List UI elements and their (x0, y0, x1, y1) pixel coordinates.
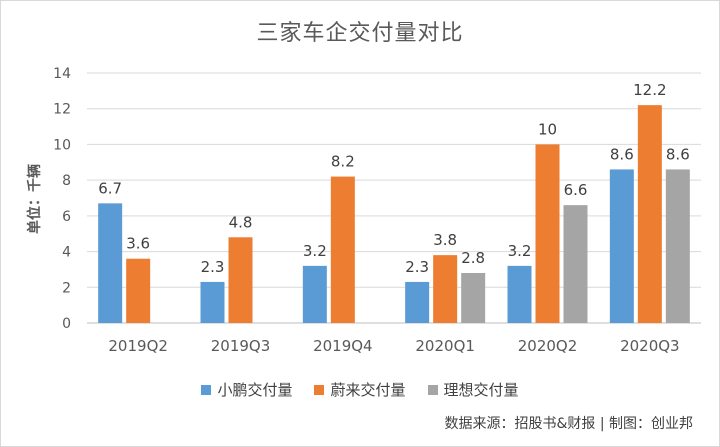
y-tick-label: 12 (53, 102, 71, 118)
bar-xpeng-2020Q3 (609, 169, 634, 323)
x-axis-ticks: 2019Q2 2019Q3 2019Q4 2020Q1 2020Q2 2020Q3 (108, 337, 679, 355)
y-tick-label: 6 (62, 209, 71, 225)
legend-item-xpeng: 小鹏交付量 (201, 379, 292, 400)
legend-label-li: 理想交付量 (443, 381, 519, 399)
y-tick-label: 4 (62, 245, 71, 261)
legend-swatch-xpeng (201, 384, 212, 395)
bar-xpeng-2020Q1 (405, 281, 430, 323)
legend-item-li: 理想交付量 (427, 379, 519, 400)
bar-nio-2020Q1 (433, 255, 458, 323)
data-label-xpeng-2020Q1: 2.3 (405, 258, 429, 276)
bar-xpeng-2019Q3 (200, 281, 225, 323)
legend-label-nio: 蔚来交付量 (330, 381, 406, 399)
x-tick-label: 2019Q2 (108, 337, 168, 355)
y-tick-label: 8 (62, 173, 71, 189)
data-label-li-2020Q2: 6.6 (564, 181, 588, 199)
bar-li-2020Q1 (461, 273, 486, 323)
x-tick-label: 2020Q3 (620, 337, 680, 355)
bar-nio-2020Q3 (637, 105, 662, 324)
data-label-xpeng-2019Q2: 6.7 (98, 179, 122, 197)
legend-label-xpeng: 小鹏交付量 (217, 381, 293, 399)
y-tick-label: 10 (53, 137, 71, 153)
legend-item-nio: 蔚来交付量 (314, 379, 406, 400)
bar-xpeng-2019Q4 (302, 265, 327, 323)
data-label-li-2020Q1: 2.8 (461, 249, 485, 267)
bars (98, 105, 690, 324)
legend-swatch-li (427, 384, 438, 395)
data-label-nio-2019Q4: 8.2 (331, 153, 355, 171)
bar-li-2020Q2 (563, 205, 588, 323)
chart-title: 三家车企交付量对比 (256, 21, 464, 46)
source-note: 数据来源：招股书&财报 | 制图：创业邦 (444, 416, 693, 432)
bar-xpeng-2019Q2 (98, 203, 123, 323)
bar-nio-2019Q2 (126, 258, 151, 323)
gridlines (87, 72, 701, 324)
data-label-nio-2020Q2: 10 (538, 120, 557, 138)
data-label-nio-2020Q1: 3.8 (433, 231, 457, 249)
data-label-xpeng-2020Q2: 3.2 (508, 242, 532, 260)
y-tick-label: 14 (53, 66, 71, 82)
data-label-xpeng-2019Q4: 3.2 (303, 242, 327, 260)
y-tick-label: 0 (62, 316, 71, 332)
data-label-xpeng-2020Q3: 8.6 (610, 145, 634, 163)
y-axis-label: 单位：千辆 (26, 164, 43, 234)
y-tick-label: 2 (62, 280, 71, 296)
bar-nio-2019Q4 (330, 176, 355, 323)
data-label-xpeng-2019Q3: 2.3 (201, 258, 225, 276)
x-tick-label: 2019Q3 (211, 337, 271, 355)
legend-swatch-nio (314, 384, 325, 395)
x-tick-label: 2020Q2 (518, 337, 578, 355)
bar-li-2020Q3 (665, 169, 690, 323)
data-labels: 6.73.62.34.83.28.22.33.82.8 3.2106.68.612… (98, 81, 690, 276)
x-tick-label: 2019Q4 (313, 337, 373, 355)
data-label-nio-2020Q3: 12.2 (633, 81, 666, 99)
data-label-nio-2019Q2: 3.6 (126, 235, 150, 253)
bar-nio-2019Q3 (228, 237, 253, 323)
bar-nio-2020Q2 (535, 144, 560, 323)
y-axis-ticks: 0 2 4 6 8 10 12 14 (53, 66, 71, 332)
data-label-nio-2019Q3: 4.8 (229, 213, 253, 231)
data-label-li-2020Q3: 8.6 (666, 145, 690, 163)
x-tick-label: 2020Q1 (415, 337, 475, 355)
bar-xpeng-2020Q2 (507, 265, 532, 323)
legend: 小鹏交付量 蔚来交付量 理想交付量 (1, 379, 719, 400)
